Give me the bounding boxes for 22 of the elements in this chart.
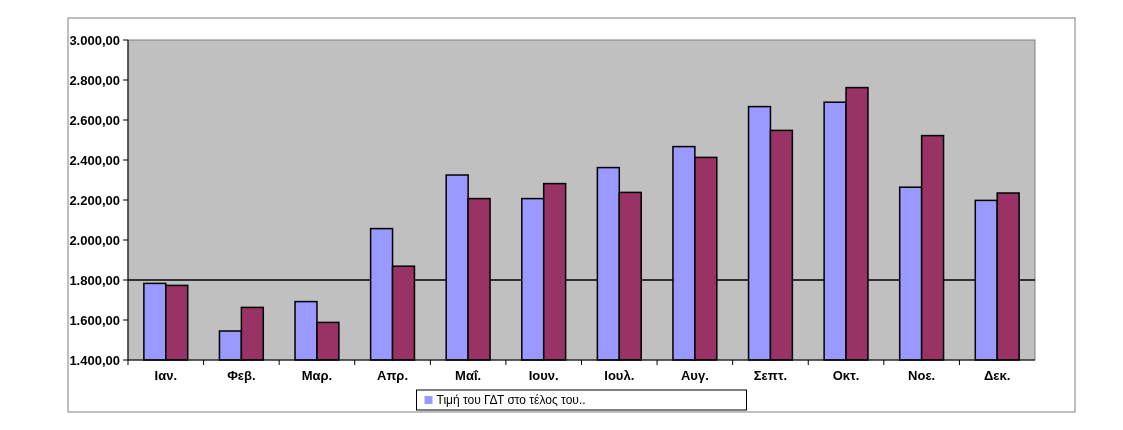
y-tick-label: 2.200,00 (69, 192, 120, 208)
y-tick-label: 2.600,00 (69, 112, 120, 128)
legend-label: Τιμή του ΓΔΤ στο τέλος του.. (436, 393, 586, 408)
x-tick-label: Φεβ. (227, 368, 256, 383)
y-tick-label: 1.600,00 (69, 312, 120, 328)
x-tick-label: Ιαν. (154, 368, 178, 383)
x-tick-label: Οκτ. (832, 368, 860, 383)
x-tick-label: Σεπτ. (753, 368, 788, 383)
x-tick-label: Αυγ. (680, 368, 709, 383)
x-tick-label: Δεκ. (984, 368, 1011, 383)
y-tick-label: 1.800,00 (69, 272, 120, 288)
y-tick-label: 2.000,00 (69, 232, 120, 248)
x-tick-label: Μαΐ. (455, 368, 482, 383)
y-tick-label: 2.400,00 (69, 152, 120, 168)
x-tick-label: Μαρ. (301, 368, 333, 383)
x-tick-label: Νοε. (908, 368, 936, 383)
x-tick-label: Απρ. (377, 368, 409, 383)
y-tick-label: 1.400,00 (69, 352, 120, 368)
x-tick-label: Ιουν. (528, 368, 559, 383)
y-tick-label: 2.800,00 (69, 72, 120, 88)
y-tick-label: 3.000,00 (69, 32, 120, 48)
x-tick-label: Ιουλ. (604, 368, 635, 383)
